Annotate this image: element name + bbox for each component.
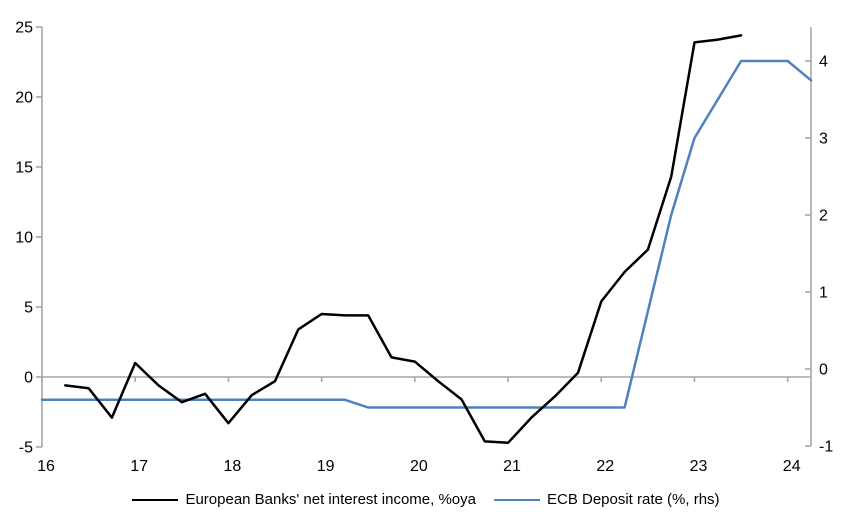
y-right-tick-label: 3 — [819, 131, 828, 148]
series-line-nii — [64, 34, 743, 445]
legend-label-ecb: ECB Deposit rate (%, rhs) — [546, 491, 720, 508]
x-tick-label: 18 — [224, 458, 242, 475]
y-right-tick-label: 0 — [819, 362, 828, 379]
y-right-tick-label: 2 — [819, 208, 828, 225]
y-left-tick-label: 25 — [15, 20, 33, 37]
x-tick-label: 23 — [690, 458, 708, 475]
y-left-tick-label: 5 — [24, 300, 33, 317]
x-tick-label: 21 — [503, 458, 521, 475]
y-right-tick-label: 4 — [819, 54, 828, 71]
y-right-tick-label: -1 — [819, 439, 833, 456]
x-tick-label: 24 — [783, 458, 801, 475]
ecb-line-sample-icon — [493, 498, 540, 501]
y-left-tick-label: 15 — [15, 160, 33, 177]
y-left-tick-label: -5 — [19, 440, 33, 457]
chart-legend: European Banks' net interest income, %oy… — [0, 491, 852, 508]
x-tick-label: 19 — [317, 458, 335, 475]
y-left-tick-label: 0 — [24, 370, 33, 387]
x-tick-label: 22 — [596, 458, 614, 475]
x-tick-label: 17 — [130, 458, 148, 475]
y-left-tick-label: 20 — [15, 90, 33, 107]
y-right-tick-label: 1 — [819, 285, 828, 302]
legend-label-nii: European Banks' net interest income, %oy… — [185, 491, 476, 508]
series-line-ecb — [40, 59, 813, 409]
x-tick-label: 20 — [410, 458, 428, 475]
x-tick-label: 16 — [37, 458, 55, 475]
y-left-tick-label: 10 — [15, 230, 33, 247]
nii-line-sample-icon — [132, 498, 179, 501]
legend-item-ecb: ECB Deposit rate (%, rhs) — [493, 491, 720, 508]
legend-item-nii: European Banks' net interest income, %oy… — [132, 491, 476, 508]
